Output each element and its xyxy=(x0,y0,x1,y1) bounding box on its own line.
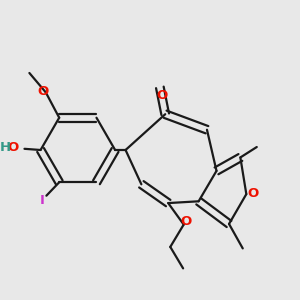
Text: O: O xyxy=(7,141,19,154)
Text: O: O xyxy=(157,89,168,102)
Text: O: O xyxy=(181,215,192,228)
Text: H: H xyxy=(0,141,11,154)
Text: I: I xyxy=(40,194,44,207)
Text: O: O xyxy=(247,187,259,200)
Text: O: O xyxy=(38,85,49,98)
